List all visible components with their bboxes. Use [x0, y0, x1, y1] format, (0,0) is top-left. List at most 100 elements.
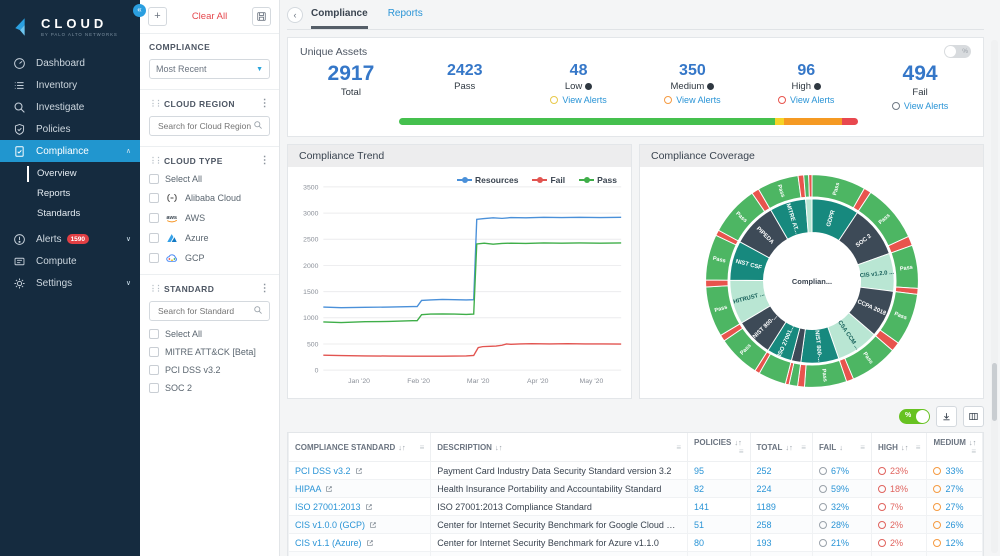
external-link-icon[interactable] — [369, 521, 377, 529]
column-menu-icon[interactable]: ≡ — [676, 442, 682, 452]
drag-handle-icon[interactable]: ⋮⋮ — [149, 156, 163, 165]
stat-value[interactable]: 2423 — [446, 62, 483, 79]
sort-icon[interactable]: ↓↑ — [734, 438, 742, 447]
filter-search-cloud-region[interactable] — [149, 116, 270, 136]
standard-link[interactable]: ISO 27001:2013 — [295, 501, 361, 512]
policies-link[interactable]: 141 — [694, 501, 710, 512]
policies-link[interactable]: 80 — [694, 537, 705, 548]
sidebar-item-policies[interactable]: Policies — [0, 118, 140, 140]
clear-all-button[interactable]: Clear All — [191, 11, 228, 22]
view-alerts-link[interactable]: View Alerts — [522, 95, 636, 105]
medium-percent-link[interactable]: 27% — [933, 502, 976, 512]
filter-option-azure[interactable]: Azure — [149, 232, 270, 244]
filter-search-standard[interactable] — [149, 301, 270, 321]
column-menu-icon[interactable]: ≡ — [915, 442, 921, 452]
filter-option-alibaba-cloud[interactable]: Alibaba Cloud — [149, 192, 270, 204]
tab-reports[interactable]: Reports — [387, 8, 423, 19]
policies-link[interactable]: 95 — [694, 465, 705, 476]
sidebar-item-dashboard[interactable]: Dashboard — [0, 52, 140, 74]
standard-link[interactable]: CIS v1.0.0 (GCP) — [295, 519, 366, 530]
sidebar-item-compute[interactable]: Compute — [0, 250, 140, 272]
sidebar-item-alerts[interactable]: Alerts 1590 ∨ — [0, 228, 140, 250]
time-range-select[interactable]: Most Recent ▼ — [149, 59, 270, 79]
high-percent-link[interactable]: 23% — [877, 466, 921, 476]
search-input[interactable] — [156, 120, 253, 132]
checkbox[interactable] — [149, 174, 159, 184]
sidebar-item-inventory[interactable]: Inventory — [0, 74, 140, 96]
sidebar-item-settings[interactable]: Settings ∨ — [0, 272, 140, 294]
column-header-description[interactable]: DESCRIPTION ↓↑ ≡ — [430, 433, 689, 462]
sunburst-fail-arc[interactable] — [807, 174, 812, 198]
column-menu-icon[interactable]: ≡ — [419, 442, 425, 452]
external-link-icon[interactable] — [355, 467, 363, 475]
sidebar-subitem-overview[interactable]: Overview — [0, 164, 140, 184]
checkbox[interactable] — [149, 193, 159, 203]
stat-value[interactable]: 350 — [679, 62, 706, 79]
sort-icon[interactable]: ↓↑ — [398, 442, 406, 452]
sunburst-segment-minor[interactable] — [804, 198, 812, 234]
filter-option-aws[interactable]: aws AWS — [149, 212, 270, 224]
view-alerts-link[interactable]: View Alerts — [635, 95, 749, 105]
save-filter-button[interactable] — [252, 7, 271, 26]
checkbox[interactable] — [149, 383, 159, 393]
medium-percent-link[interactable]: 26% — [933, 520, 976, 530]
stat-value[interactable]: 494 — [902, 62, 938, 85]
assets-percent-toggle[interactable]: % — [944, 45, 971, 58]
column-header-fail[interactable]: FAIL ↓ ≡ — [811, 433, 872, 462]
download-button[interactable] — [936, 406, 957, 427]
fail-percent-link[interactable]: 67% — [818, 466, 865, 476]
column-menu-icon[interactable]: ≡ — [860, 442, 865, 452]
sort-icon[interactable]: ↓ — [839, 442, 844, 452]
checkbox[interactable] — [149, 233, 159, 243]
external-link-icon[interactable] — [366, 539, 374, 547]
standard-link[interactable]: HIPAA — [295, 483, 322, 494]
columns-button[interactable] — [963, 406, 984, 427]
external-link-icon[interactable] — [365, 503, 373, 511]
standard-link[interactable]: PCI DSS v3.2 — [295, 465, 351, 476]
stat-value[interactable]: 2917 — [327, 62, 375, 85]
table-percent-toggle[interactable]: % — [899, 409, 930, 424]
medium-percent-link[interactable]: 27% — [933, 484, 976, 494]
kebab-menu-icon[interactable]: ⋮ — [259, 155, 270, 166]
legend-item-resources[interactable]: Resources — [457, 175, 518, 185]
checkbox[interactable] — [149, 213, 159, 223]
sidebar-item-compliance[interactable]: Compliance ∧ — [0, 140, 140, 162]
kebab-menu-icon[interactable]: ⋮ — [259, 283, 270, 294]
column-header-policies[interactable]: POLICIES ↓↑ ≡ — [687, 433, 751, 462]
kebab-menu-icon[interactable]: ⋮ — [259, 98, 270, 109]
sort-icon[interactable]: ↓↑ — [494, 442, 503, 452]
total-link[interactable]: 258 — [756, 519, 772, 530]
policies-link[interactable]: 82 — [694, 483, 705, 494]
medium-percent-link[interactable]: 12% — [933, 538, 976, 548]
total-link[interactable]: 1189 — [756, 501, 776, 512]
filter-option-mitre-att-ck-beta[interactable]: MITRE ATT&CK [Beta] — [149, 347, 270, 357]
high-percent-link[interactable]: 2% — [877, 538, 921, 548]
tab-compliance[interactable]: Compliance — [311, 8, 368, 29]
column-menu-icon[interactable]: ≡ — [738, 447, 744, 456]
policies-link[interactable]: 51 — [694, 519, 705, 530]
filter-option-pci-dss-v3-2[interactable]: PCI DSS v3.2 — [149, 365, 270, 375]
medium-percent-link[interactable]: 33% — [933, 466, 976, 476]
sort-icon[interactable]: ↓↑ — [968, 438, 977, 447]
total-link[interactable]: 193 — [756, 537, 772, 548]
standard-link[interactable]: CIS v1.1 (Azure) — [295, 537, 362, 548]
filter-option-gcp[interactable]: GCP — [149, 252, 270, 264]
checkbox[interactable] — [149, 253, 159, 263]
checkbox[interactable] — [149, 347, 159, 357]
stat-value[interactable]: 48 — [569, 62, 588, 79]
column-header-medium[interactable]: MEDIUM ↓↑ ≡ — [926, 433, 983, 462]
view-alerts-link[interactable]: View Alerts — [863, 101, 977, 111]
column-header-high[interactable]: HIGH ↓↑ ≡ — [870, 433, 928, 462]
sort-icon[interactable]: ↓↑ — [900, 442, 909, 452]
fail-percent-link[interactable]: 59% — [818, 484, 865, 494]
sidebar-subitem-standards[interactable]: Standards — [37, 208, 81, 219]
drag-handle-icon[interactable]: ⋮⋮ — [149, 99, 163, 108]
filter-option-soc-2[interactable]: SOC 2 — [149, 383, 270, 393]
fail-percent-link[interactable]: 21% — [818, 538, 865, 548]
sidebar-item-investigate[interactable]: Investigate — [0, 96, 140, 118]
scrollbar-track[interactable] — [991, 40, 998, 553]
column-menu-icon[interactable]: ≡ — [801, 442, 806, 452]
view-alerts-link[interactable]: View Alerts — [749, 95, 863, 105]
fail-percent-link[interactable]: 28% — [818, 520, 865, 530]
